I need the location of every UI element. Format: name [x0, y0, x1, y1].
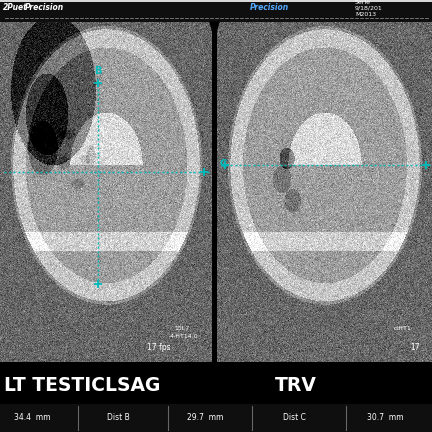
Text: 17: 17 — [410, 343, 419, 352]
Text: LT TESTICLSAG: LT TESTICLSAG — [4, 375, 160, 394]
Text: 30.7  mm: 30.7 mm — [367, 413, 403, 422]
Text: B: B — [94, 66, 101, 76]
Polygon shape — [210, 22, 219, 38]
Text: Precision: Precision — [250, 3, 289, 13]
Text: 29.7  mm: 29.7 mm — [187, 413, 223, 422]
Text: diffT1: diffT1 — [394, 326, 412, 331]
Text: 4-HT14.0: 4-HT14.0 — [170, 334, 199, 339]
Text: Dist B: Dist B — [107, 413, 129, 422]
Text: 9/18/201: 9/18/201 — [355, 6, 383, 11]
Text: Serie: Serie — [355, 0, 371, 5]
Text: 17 fps: 17 fps — [147, 343, 171, 352]
Text: Precision: Precision — [25, 3, 64, 12]
Text: 15L7: 15L7 — [174, 326, 189, 331]
Text: TRV: TRV — [275, 375, 317, 394]
Text: C: C — [220, 159, 227, 169]
Text: Dist C: Dist C — [283, 413, 305, 422]
Text: 34.4  mm: 34.4 mm — [14, 413, 50, 422]
Text: 2Puet: 2Puet — [3, 3, 28, 12]
Text: M2013: M2013 — [355, 12, 376, 17]
